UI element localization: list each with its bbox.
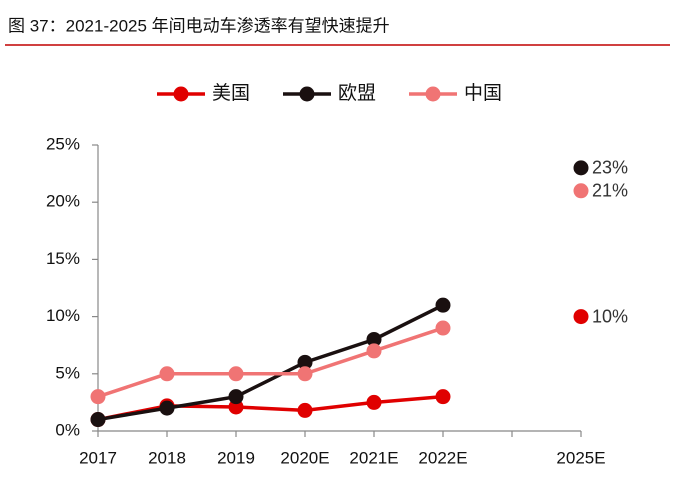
y-tick-label: 25% <box>46 134 80 153</box>
data-point <box>159 366 175 382</box>
y-tick-label: 5% <box>55 363 80 382</box>
chart-title: 图 37：2021-2025 年间电动车渗透率有望快速提升 <box>8 16 390 35</box>
series-line <box>98 168 581 420</box>
data-point <box>90 389 106 405</box>
y-tick-label: 10% <box>46 306 80 325</box>
data-point <box>435 320 451 336</box>
data-point <box>228 399 244 415</box>
series-line <box>98 191 581 397</box>
x-tick-label: 2025E <box>556 448 605 467</box>
data-point <box>366 394 382 410</box>
data-point <box>573 183 589 199</box>
data-point <box>573 160 589 176</box>
data-point <box>297 354 313 370</box>
data-point <box>297 366 313 382</box>
y-tick-label: 0% <box>55 420 80 439</box>
data-point <box>366 343 382 359</box>
x-tick-label: 2021E <box>349 448 398 467</box>
y-tick-label: 15% <box>46 249 80 268</box>
x-tick-label: 2022E <box>418 448 467 467</box>
data-point <box>573 309 589 325</box>
x-tick-label: 2020E <box>280 448 329 467</box>
data-point <box>366 331 382 347</box>
x-tick-label: 2018 <box>148 448 186 467</box>
data-point <box>435 297 451 313</box>
x-tick-label: 2017 <box>79 448 117 467</box>
legend-marker <box>425 86 441 102</box>
legend-marker <box>173 86 189 102</box>
data-point <box>159 400 175 416</box>
legend-label: 中国 <box>464 82 502 104</box>
value-label: 23% <box>592 158 628 178</box>
data-point <box>435 389 451 405</box>
legend-label: 欧盟 <box>338 82 376 104</box>
data-point <box>228 366 244 382</box>
legend-label: 美国 <box>212 82 250 104</box>
y-tick-label: 20% <box>46 192 80 211</box>
value-label: 21% <box>592 181 628 201</box>
value-label: 10% <box>592 306 628 326</box>
data-point <box>297 402 313 418</box>
data-point <box>90 412 106 428</box>
data-point <box>228 389 244 405</box>
x-tick-label: 2019 <box>217 448 255 467</box>
legend-marker <box>299 86 315 102</box>
